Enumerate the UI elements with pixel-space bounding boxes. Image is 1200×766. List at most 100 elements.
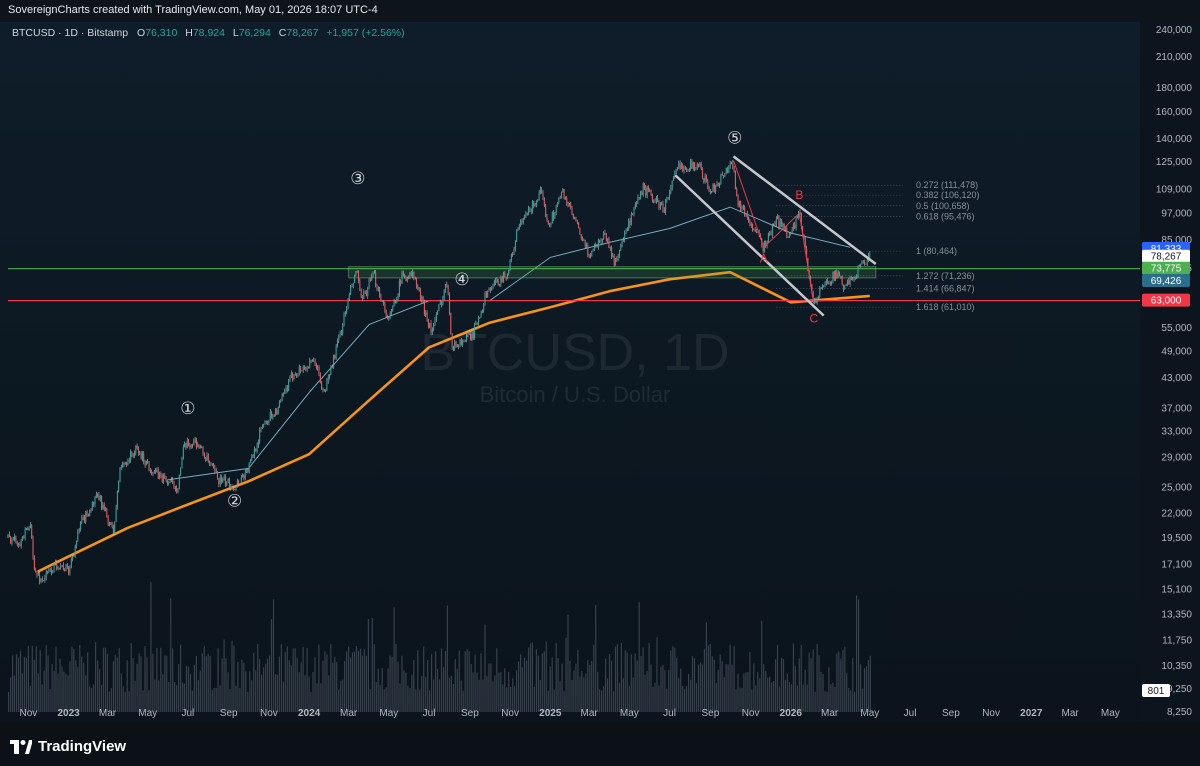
candle-body: [831, 281, 833, 283]
candle-body: [72, 557, 74, 560]
candle-body: [305, 369, 307, 370]
price-tick-label: 11,750: [1162, 635, 1192, 646]
volume-bar: [719, 654, 721, 712]
volume-bar: [727, 664, 729, 712]
candle-body: [335, 346, 337, 359]
candle-body: [94, 497, 96, 505]
candle-body: [626, 229, 628, 230]
candle-body: [762, 244, 764, 252]
volume-bar: [593, 644, 595, 712]
volume-bar: [662, 664, 664, 712]
volume-bar: [144, 646, 146, 712]
candle-body: [309, 360, 311, 368]
candle-body: [448, 293, 451, 314]
candle-body: [614, 258, 617, 266]
candle-body: [437, 310, 439, 315]
candle-body: [848, 280, 850, 285]
time-tick-label: Sep: [220, 708, 238, 719]
volume-bar: [138, 653, 140, 712]
volume-bar: [818, 655, 820, 712]
volume-bar: [342, 679, 344, 712]
volume-bar: [49, 689, 51, 712]
candle-body: [19, 544, 21, 546]
candle-body: [860, 264, 862, 266]
candle-body: [729, 162, 731, 166]
candle-body: [712, 183, 714, 193]
price-tick-label: 33,000: [1161, 426, 1192, 437]
candle-body: [725, 167, 727, 174]
high-value: 78,924: [193, 27, 225, 39]
candle-body: [91, 501, 93, 511]
volume-bar: [684, 689, 686, 712]
candle-body: [182, 446, 184, 458]
candle-body: [456, 346, 458, 348]
volume-bar: [470, 663, 472, 712]
wave-label: ⑤: [727, 128, 742, 147]
volume-bar: [326, 654, 328, 712]
volume-bar: [223, 639, 225, 712]
volume-bar: [427, 659, 429, 712]
candle-body: [683, 167, 685, 172]
volume-bar: [729, 644, 731, 712]
volume-bar: [369, 689, 371, 712]
candle-body: [151, 471, 153, 475]
candle-body: [567, 203, 569, 207]
candle-body: [753, 229, 755, 231]
price-tick-label: 49,000: [1161, 346, 1192, 357]
candle-body: [489, 288, 491, 291]
candle-body: [667, 197, 669, 199]
price-layer: [7, 158, 871, 585]
price-tick-label: 97,000: [1161, 208, 1192, 219]
candle-body: [662, 203, 664, 210]
candle-body: [603, 232, 605, 239]
candle-body: [68, 566, 70, 573]
candle-body: [654, 201, 656, 202]
candle-body: [668, 192, 671, 198]
volume-bar: [261, 674, 263, 712]
time-tick-label: Mar: [340, 708, 358, 719]
volume-bar: [626, 652, 628, 712]
candle-body: [369, 280, 371, 281]
chart-area[interactable]: 0.272 (111,478) 0.382 (106,120) 0.5 (100,6…: [0, 22, 1200, 722]
candle-body: [525, 212, 527, 215]
price-label-text: 63,000: [1151, 296, 1182, 307]
candle-body: [765, 241, 767, 246]
candle-body: [467, 332, 469, 335]
time-tick-label: Mar: [821, 708, 839, 719]
volume-bar: [826, 691, 828, 712]
volume-bar: [27, 645, 29, 712]
candle-body: [634, 204, 636, 207]
candle-body: [118, 482, 120, 491]
volume-bar: [672, 646, 674, 712]
candle-body: [835, 271, 837, 280]
candle-body: [60, 565, 62, 568]
price-chart[interactable]: 0.272 (111,478)0.382 (106,120)0.5 (100,6…: [0, 22, 1200, 722]
candle-body: [252, 455, 254, 457]
close-key: C: [279, 27, 287, 39]
candle-body: [401, 271, 403, 284]
candle-body: [632, 213, 634, 215]
candle-body: [185, 442, 187, 448]
price-axis-background: [1140, 22, 1200, 722]
volume-bar: [207, 653, 209, 712]
volume-bar: [478, 679, 480, 712]
volume-bar: [496, 648, 498, 712]
candle-body: [405, 276, 407, 281]
volume-bar: [577, 650, 579, 712]
candle-body: [737, 196, 739, 206]
tradingview-logo[interactable]: TradingView: [10, 738, 126, 755]
volume-bar: [587, 660, 589, 712]
candle-body: [568, 203, 570, 207]
volume-bar: [296, 657, 298, 712]
volume-bar: [63, 671, 65, 712]
candle-body: [690, 160, 692, 170]
volume-bar: [456, 668, 458, 712]
candle-body: [829, 282, 831, 284]
candle-body: [633, 207, 635, 215]
candle-body: [144, 461, 146, 466]
candle-body: [228, 478, 230, 489]
volume-bar: [118, 647, 120, 712]
volume-bar: [733, 646, 735, 712]
candle-body: [249, 460, 252, 464]
candle-body: [174, 487, 176, 489]
